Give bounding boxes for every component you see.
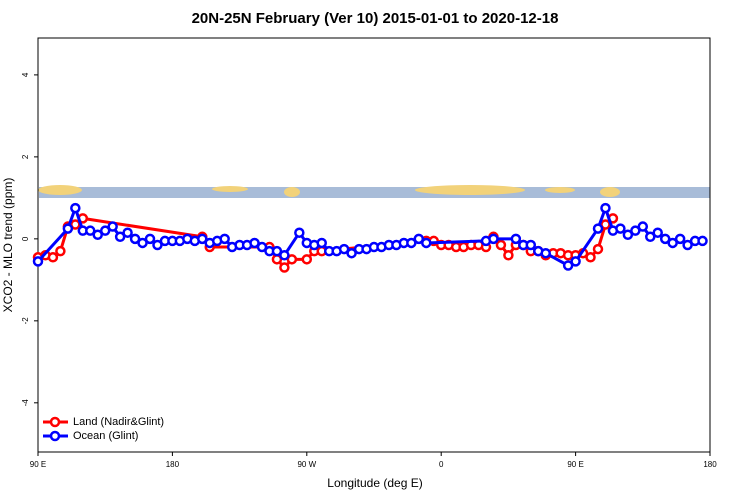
data-point	[570, 256, 581, 267]
data-point	[697, 235, 708, 247]
data-point	[488, 233, 499, 245]
data-point	[32, 256, 44, 267]
data-point	[256, 241, 268, 253]
data-point	[622, 229, 634, 241]
data-point	[562, 260, 574, 271]
data-point	[540, 247, 551, 259]
data-point	[615, 223, 626, 234]
y-tick-label: 4	[21, 72, 30, 77]
data-point	[592, 223, 604, 234]
data-point	[652, 227, 663, 238]
x-tick-label: 90 E	[567, 460, 583, 469]
data-point	[279, 262, 290, 273]
data-point	[413, 233, 425, 245]
data-point	[144, 233, 156, 245]
data-point	[62, 223, 74, 234]
data-point	[286, 254, 298, 265]
data-point	[271, 245, 283, 257]
data-point	[316, 237, 327, 249]
data-point	[99, 225, 111, 236]
x-tick-label: 180	[166, 460, 180, 469]
x-tick-label: 180	[703, 460, 717, 469]
data-point	[85, 225, 96, 236]
x-tick-label: 90 W	[297, 460, 316, 469]
data-point	[197, 233, 208, 245]
data-point	[510, 233, 522, 245]
data-point	[114, 231, 126, 243]
x-tick-label: 90 E	[30, 460, 46, 469]
data-point	[129, 233, 141, 245]
data-point	[301, 254, 313, 265]
data-point	[585, 252, 596, 263]
x-tick-label: 0	[439, 460, 444, 469]
data-point	[122, 227, 133, 238]
data-point	[421, 237, 432, 249]
data-point	[525, 239, 537, 251]
legend-marker	[49, 416, 61, 428]
data-point	[249, 237, 260, 249]
data-point	[600, 202, 611, 214]
data-point	[92, 229, 103, 241]
map-strip	[38, 185, 710, 198]
data-point	[55, 245, 66, 257]
data-point	[152, 239, 163, 251]
data-point	[645, 231, 656, 243]
data-point	[346, 247, 357, 259]
data-point	[637, 221, 649, 232]
y-tick-label: 0	[21, 236, 30, 241]
legend-label: Ocean (Glint)	[73, 430, 138, 442]
y-tick-label: -4	[21, 399, 30, 407]
data-point	[406, 237, 417, 249]
y-tick-label: 2	[21, 154, 30, 159]
legend-label: Land (Nadir&Glint)	[73, 416, 164, 428]
data-point	[107, 221, 118, 232]
plot-frame	[37, 37, 711, 453]
y-tick-label: -2	[21, 317, 30, 325]
x-axis-label: Longitude (deg E)	[327, 476, 422, 490]
data-point	[70, 202, 81, 214]
data-point	[682, 239, 693, 251]
data-point	[47, 252, 59, 263]
data-point	[667, 237, 678, 249]
chart-title: 20N-25N February (Ver 10) 2015-01-01 to …	[192, 10, 559, 27]
data-point	[294, 227, 305, 238]
data-point	[674, 233, 686, 245]
data-point	[219, 233, 230, 245]
legend-marker	[49, 430, 61, 442]
data-point	[279, 249, 290, 261]
data-point	[592, 243, 604, 255]
data-point	[137, 237, 148, 249]
data-point	[495, 239, 507, 251]
data-point	[630, 225, 641, 236]
y-axis-label: XCO2 - MLO trend (ppm)	[1, 178, 15, 313]
data-point	[338, 243, 350, 255]
data-point	[659, 233, 671, 245]
data-point	[503, 249, 514, 261]
